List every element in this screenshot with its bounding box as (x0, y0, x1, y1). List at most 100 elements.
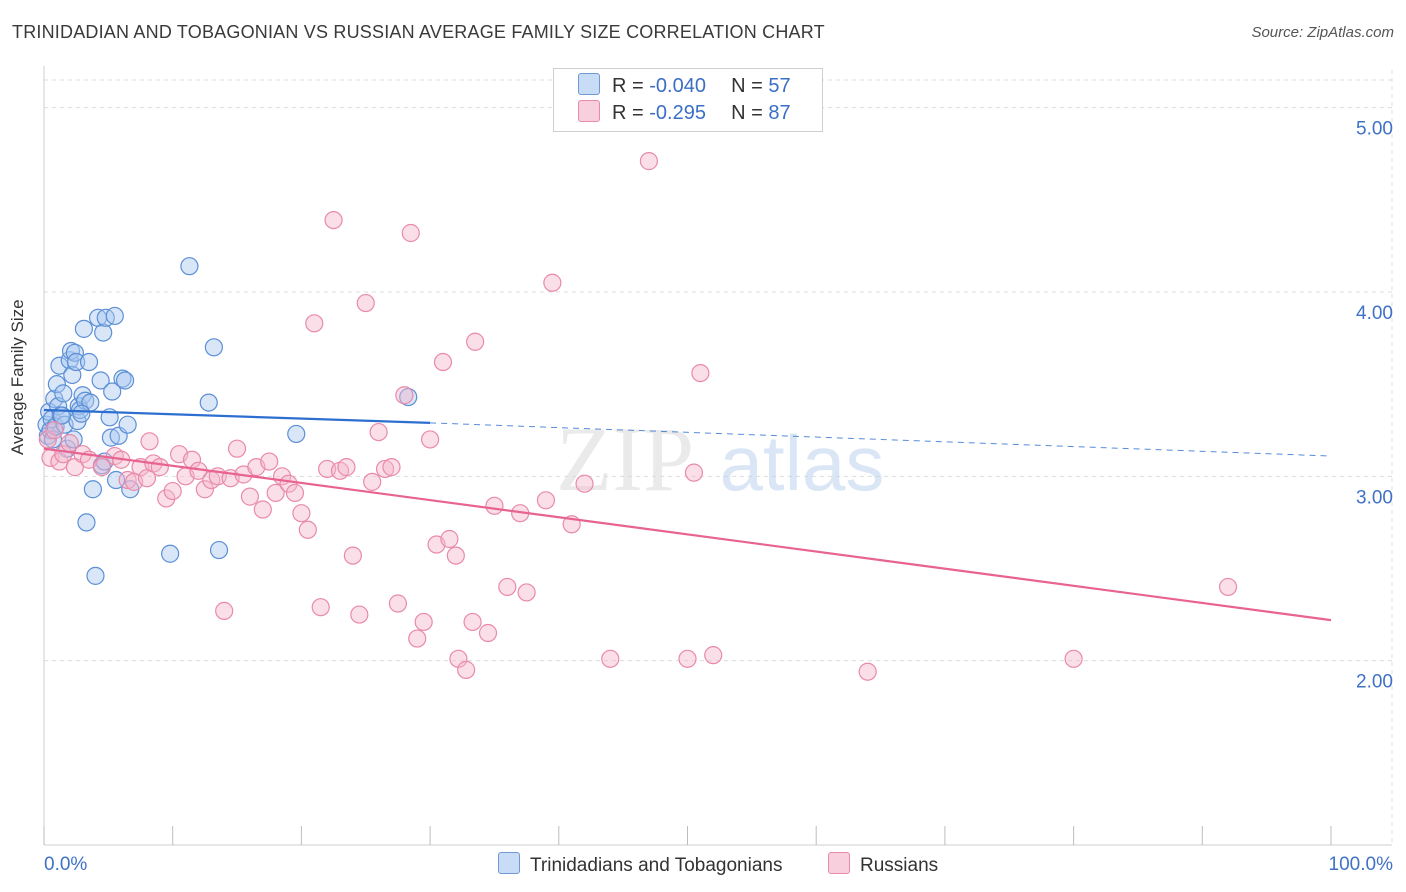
russian-point (118, 470, 137, 490)
russian-point (311, 598, 330, 617)
trinidadian-point (118, 415, 137, 434)
trinidadian-point (94, 323, 113, 342)
n-label-blue: N = (731, 75, 763, 97)
trinidadian-point (96, 308, 115, 327)
russian-point (227, 439, 247, 458)
stats-row-blue: R = -0.040 N = 57 (578, 73, 791, 99)
russian-point (253, 500, 272, 519)
russian-point (157, 489, 176, 508)
trinidadian-point (199, 393, 218, 412)
stats-box: R = -0.040 N = 57 R = -0.295 N = 87 (553, 68, 823, 132)
r-value-pink: -0.295 (649, 102, 706, 124)
n-label-pink: N = (731, 102, 763, 124)
legend-label-russians: Russians (860, 855, 939, 876)
russian-point (421, 430, 440, 449)
x-tick-label-min: 0.0% (44, 854, 87, 875)
r-value-blue: -0.040 (649, 75, 706, 97)
russian-point (463, 612, 482, 632)
chart-title: TRINIDADIAN AND TOBAGONIAN VS RUSSIAN AV… (12, 22, 825, 42)
legend-label-trinidadians: Trinidadians and Tobagonians (530, 855, 783, 876)
trinidadian-trend-extension (430, 422, 1332, 457)
russian-point (279, 474, 298, 493)
y-tick-label: 2.00 (1356, 672, 1393, 693)
r-label-pink: R = (612, 102, 644, 124)
russian-point (684, 463, 704, 482)
russian-point (38, 430, 57, 449)
y-tick-label: 4.00 (1356, 303, 1393, 324)
trinidadian-point (83, 480, 103, 499)
r-label-blue: R = (612, 75, 644, 97)
series-trinidadians-points (37, 257, 418, 585)
russian-point (446, 546, 465, 565)
russian-point (1064, 649, 1083, 668)
trinidadian-point (113, 369, 132, 388)
trinidadian-point (287, 424, 306, 444)
stats-row-pink: R = -0.295 N = 87 (578, 100, 791, 126)
trinidadian-point (72, 404, 91, 423)
legend-swatch-pink (828, 852, 850, 874)
russian-point (536, 491, 556, 510)
russian-point (215, 601, 234, 620)
russian-point (408, 629, 427, 648)
y-axis-label: Average Family Size (8, 299, 27, 455)
russian-point (382, 458, 401, 477)
russian-point (195, 480, 214, 499)
watermark-zip: ZIP (556, 408, 694, 510)
source-label: Source: ZipAtlas.com (1251, 24, 1394, 41)
russian-point (260, 452, 279, 471)
russian-point (369, 422, 388, 442)
russian-point (45, 421, 64, 440)
trinidadian-point (65, 343, 84, 362)
russian-point (92, 458, 112, 477)
russian-point (498, 577, 517, 597)
russian-point (292, 504, 311, 523)
russian-point (395, 386, 414, 405)
russian-point (1218, 577, 1238, 597)
russian-point (466, 332, 485, 351)
stats-swatch-blue (578, 73, 600, 95)
russian-point (543, 273, 562, 292)
russian-point (140, 432, 159, 451)
x-tick-label-max: 100.0% (1329, 854, 1394, 875)
watermark: ZIP atlas (556, 408, 884, 510)
watermark-atlas: atlas (720, 419, 885, 507)
russian-point (639, 152, 658, 171)
trinidadian-point (77, 513, 96, 532)
trinidadian-trend-line (43, 408, 431, 424)
trinidadian-point (67, 352, 86, 372)
n-value-blue: 57 (768, 75, 791, 97)
axes (43, 66, 1392, 846)
trinidadian-point (79, 352, 99, 372)
stats-swatch-pink (578, 100, 600, 122)
legend-item-trinidadians[interactable]: Trinidadians and Tobagonians (498, 852, 782, 877)
russian-point (305, 314, 324, 333)
russian-point (401, 223, 420, 243)
russian-point (150, 458, 169, 477)
russian-point (266, 483, 285, 503)
russian-point (678, 649, 697, 668)
russian-point (324, 210, 343, 230)
russian-point (363, 472, 382, 491)
legend-swatch-blue (498, 852, 520, 874)
russian-point (457, 660, 476, 679)
n-value-pink: 87 (768, 102, 791, 124)
trinidadian-point (86, 566, 105, 585)
grid-lines (44, 70, 1393, 845)
trinidadian-point (161, 544, 180, 563)
trinidadian-point (103, 382, 122, 401)
russian-point (704, 646, 723, 665)
trinidadian-point (209, 540, 229, 560)
russian-point (285, 483, 305, 503)
trend-lines (43, 408, 1332, 622)
trinidadian-point (47, 375, 66, 394)
russian-point (517, 583, 536, 602)
russian-point (691, 363, 710, 383)
tick-labels: 2.00 3.00 4.00 5.00 0.0% 100.0% (44, 119, 1393, 875)
trinidadian-point (54, 384, 73, 403)
legend-item-russians[interactable]: Russians (828, 852, 938, 877)
russian-point (478, 623, 498, 643)
trinidadian-point (180, 257, 199, 276)
y-tick-label: 3.00 (1356, 487, 1393, 508)
trinidadian-point (105, 306, 124, 326)
